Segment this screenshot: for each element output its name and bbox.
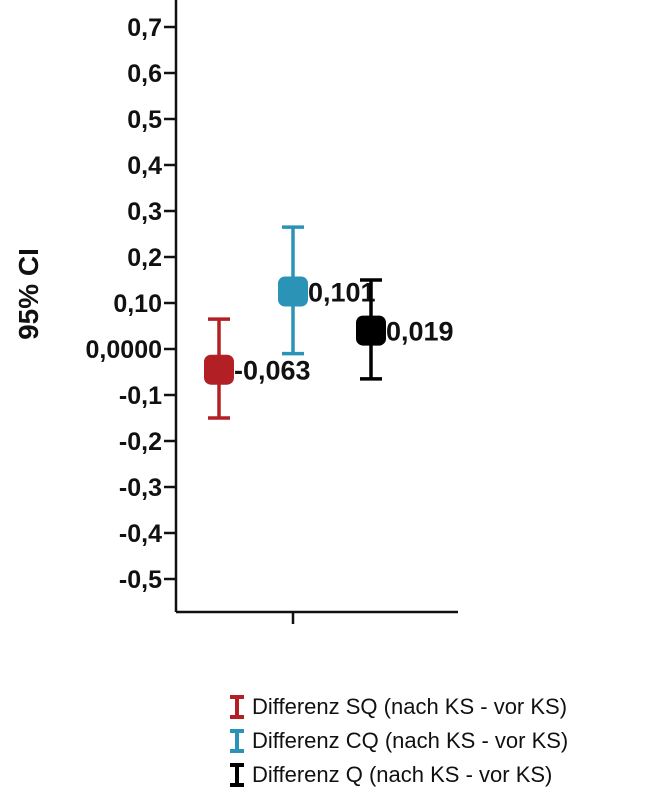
legend-label: Differenz Q (nach KS - vor KS) [252,762,553,787]
errorbar-series-1: -0,063 [204,317,311,420]
y-tick-label: -0,1 [119,382,162,410]
mean-marker [204,354,234,385]
y-tick-label: 0,2 [127,244,162,272]
y-axis-title: 95% CI [13,248,44,340]
y-tick-label: 0,10 [113,290,162,318]
y-tick-label: 0,3 [127,198,162,226]
legend-item-3: Differenz Q (nach KS - vor KS) [226,758,568,792]
y-tick-label: 0,5 [127,106,162,134]
series-layer: -0,063 0,101 0,019 [204,225,454,420]
data-label: 0,019 [386,317,454,347]
y-tick-label: -0,2 [119,428,162,456]
legend-item-2: Differenz CQ (nach KS - vor KS) [226,724,568,758]
legend-label: Differenz CQ (nach KS - vor KS) [252,728,569,753]
axis-layer: 0,7 0,6 0,5 0,4 0,3 0,2 0,10 0,0000 -0,1 -0,2 -0,3… [86,0,458,624]
errorbar-legend-icon [230,763,244,787]
legend-item-1: Differenz SQ (nach KS - vor KS) [226,690,568,724]
y-tick-label: 0,0000 [86,336,162,364]
errorbar-legend-icon [230,729,244,753]
errorbar-series-2: 0,101 [278,225,376,356]
y-tick-label: -0,5 [119,566,162,594]
y-tick-label: -0,4 [119,520,162,548]
errorbar-series-3: 0,019 [356,278,454,381]
errorbar-legend-icon [230,695,244,719]
chart-area: 0,7 0,6 0,5 0,4 0,3 0,2 0,10 0,0000 -0,1 -0,2 -0,3… [13,0,458,624]
data-label: -0,063 [234,356,311,386]
legend-label: Differenz SQ (nach KS - vor KS) [252,694,568,719]
legend: Differenz SQ (nach KS - vor KS) Differenz… [226,690,568,792]
y-tick-label: -0,3 [119,474,162,502]
mean-marker [356,315,386,346]
y-tick-label: 0,7 [127,14,162,42]
y-tick-label: 0,6 [127,60,162,88]
data-label: 0,101 [308,278,376,308]
y-tick-label: 0,4 [127,152,162,180]
mean-marker [278,276,308,307]
